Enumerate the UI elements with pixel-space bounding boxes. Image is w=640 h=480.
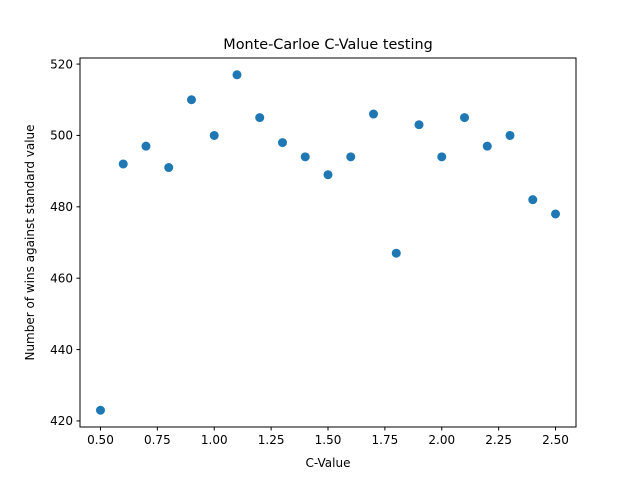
data-point: [414, 120, 424, 130]
data-point: [505, 130, 515, 140]
data-point: [346, 152, 356, 162]
data-point: [528, 195, 538, 205]
data-point: [277, 138, 287, 148]
y-tick-label: 480: [50, 200, 73, 214]
x-tick-label: 1.50: [315, 433, 342, 447]
x-tick-label: 0.50: [87, 433, 114, 447]
data-point: [323, 170, 333, 180]
x-tick-label: 0.75: [144, 433, 171, 447]
y-tick-label: 440: [50, 343, 73, 357]
data-point: [95, 405, 105, 415]
data-point: [551, 209, 561, 219]
x-tick-label: 1.75: [372, 433, 399, 447]
x-tick-label: 2.50: [542, 433, 569, 447]
plot-frame: [79, 57, 577, 428]
data-point: [255, 113, 265, 123]
y-tick-label: 460: [50, 271, 73, 285]
x-tick-label: 1.25: [258, 433, 285, 447]
y-tick-label: 420: [50, 414, 73, 428]
x-tick-label: 2.00: [428, 433, 455, 447]
data-point: [460, 113, 470, 123]
data-point: [232, 70, 242, 80]
data-point: [186, 95, 196, 105]
x-tick-label: 2.25: [485, 433, 512, 447]
data-points: [95, 70, 561, 415]
x-tick-label: 1.00: [201, 433, 228, 447]
data-point: [437, 152, 447, 162]
y-tick-label: 520: [50, 57, 73, 71]
axis-ticks: 0.50 0.75 1.00 1.25 1.50 1.75 2.00 2.25 2.50 420 4…: [50, 57, 569, 447]
data-point: [164, 163, 174, 173]
data-point: [482, 141, 492, 151]
data-point: [369, 109, 379, 119]
y-axis-label: Number of wins against standard value: [23, 124, 37, 360]
y-tick-label: 500: [50, 129, 73, 143]
data-point: [300, 152, 310, 162]
data-point: [141, 141, 151, 151]
x-axis-label: C-Value: [306, 456, 351, 470]
chart-title: Monte-Carloe C-Value testing: [223, 37, 432, 53]
data-point: [118, 159, 128, 169]
data-point: [391, 248, 401, 258]
data-point: [209, 130, 219, 140]
